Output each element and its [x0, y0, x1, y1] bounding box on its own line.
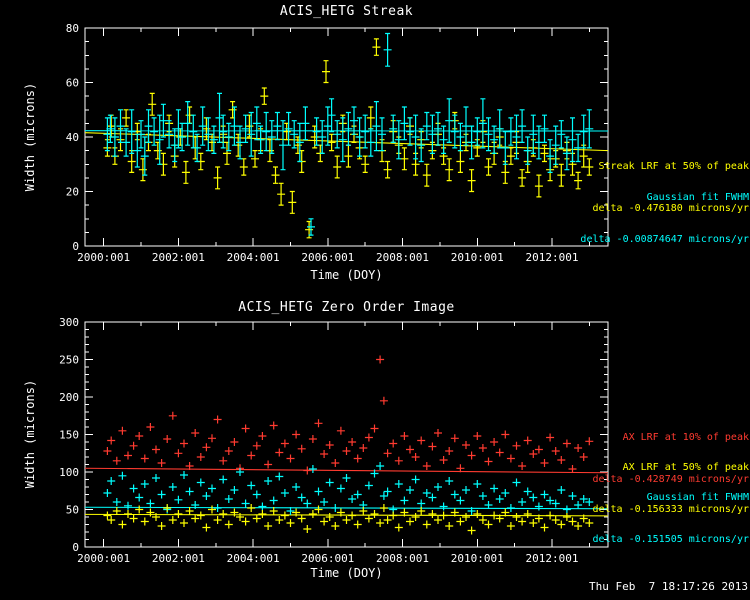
- y-tick-label: 40: [66, 131, 79, 144]
- y-tick-label: 200: [59, 391, 79, 404]
- zero-order-chart-title: ACIS_HETG Zero Order Image: [238, 300, 455, 315]
- x-tick-label: 2010:001: [451, 552, 504, 565]
- y-tick-label: 60: [66, 77, 79, 90]
- y-tick-label: 20: [66, 186, 79, 199]
- x-tick-label: 2008:001: [376, 251, 429, 264]
- legend-streak-gaussian: Gaussian fit FWHM delta -0.00874647 micr…: [580, 163, 749, 275]
- series-ax-lrf-10-markers: [103, 355, 594, 475]
- x-tick-label: 2006:001: [301, 552, 354, 565]
- series-gaussian-fwhm-markers: [103, 32, 594, 236]
- legend-ax-lrf-10-delta: delta -0.428749 microns/yr: [592, 474, 749, 485]
- legend-zero-gaussian-delta: delta -0.151505 microns/yr: [592, 534, 749, 545]
- axes-and-ticks: [84, 27, 609, 247]
- ax-lrf-50-fit-line: [84, 513, 609, 517]
- legend-ax-lrf-50-delta: delta -0.156333 microns/yr: [592, 504, 749, 515]
- y-tick-label: 300: [59, 316, 79, 329]
- y-tick-label: 250: [59, 354, 79, 367]
- gaussian-fwhm-fit-line: [84, 506, 609, 510]
- zero-order-y-axis-label: Width (microns): [23, 379, 37, 489]
- y-tick-label: 80: [66, 22, 79, 35]
- legend-zero-gaussian-label: Gaussian fit FWHM: [646, 492, 749, 503]
- legend-ax-lrf-10-label: AX LRF at 10% of peak: [622, 432, 749, 443]
- x-tick-label: 2004:001: [227, 251, 280, 264]
- legend-ax-lrf-50-label: AX LRF at 50% of peak: [622, 462, 749, 473]
- y-tick-label: 0: [72, 240, 79, 253]
- legend-ax-lrf-50: AX LRF at 50% of peak delta -0.156333 mi…: [592, 433, 749, 545]
- x-tick-label: 2002:001: [152, 552, 205, 565]
- x-tick-label: 2006:001: [301, 251, 354, 264]
- streak-x-axis-label: Time (DOY): [310, 268, 383, 282]
- y-tick-label: 100: [59, 466, 79, 479]
- streak-lrf-fit-line: [84, 132, 609, 152]
- x-tick-label: 2000:001: [77, 251, 130, 264]
- x-tick-label: 2008:001: [376, 552, 429, 565]
- x-tick-label: 2012:001: [525, 552, 578, 565]
- axes-and-ticks: [84, 321, 609, 548]
- series-ax-lrf-50-markers: [103, 504, 594, 535]
- legend-streak-gaussian-delta: delta -0.00874647 microns/yr: [580, 234, 749, 245]
- legend-streak-lrf-delta: delta -0.476180 microns/yr: [592, 203, 749, 214]
- chart-0: 2000:001 2002:001 2004:001 2006:001 2008:001…: [66, 22, 609, 264]
- x-tick-label: 2010:001: [451, 251, 504, 264]
- x-tick-label: 2002:001: [152, 251, 205, 264]
- y-tick-label: 150: [59, 429, 79, 442]
- zero-order-x-axis-label: Time (DOY): [310, 566, 383, 580]
- ax-lrf-10-fit-line: [84, 467, 609, 474]
- x-tick-label: 2004:001: [227, 552, 280, 565]
- legend-zero-gaussian: Gaussian fit FWHM delta -0.151505 micron…: [592, 463, 749, 575]
- y-tick-label: 50: [66, 504, 79, 517]
- x-tick-label: 2012:001: [525, 251, 578, 264]
- chart-1: 2000:001 2002:001 2004:001 2006:001 2008:001…: [59, 316, 609, 565]
- x-tick-label: 2000:001: [77, 552, 130, 565]
- y-tick-label: 0: [72, 541, 79, 554]
- streak-chart-title: ACIS_HETG Streak: [279, 4, 414, 19]
- legend-streak-lrf: Streak LRF at 50% of peak delta -0.47618…: [592, 132, 749, 244]
- legend-streak-lrf-label: Streak LRF at 50% of peak: [598, 161, 749, 172]
- legend-ax-lrf-10: AX LRF at 10% of peak delta -0.428749 mi…: [592, 403, 749, 515]
- render-timestamp: Thu Feb 7 18:17:26 2013: [589, 580, 748, 593]
- streak-y-axis-label: Width (microns): [23, 82, 37, 192]
- legend-streak-gaussian-label: Gaussian fit FWHM: [646, 192, 749, 203]
- series-gaussian-fwhm-markers: [103, 462, 594, 515]
